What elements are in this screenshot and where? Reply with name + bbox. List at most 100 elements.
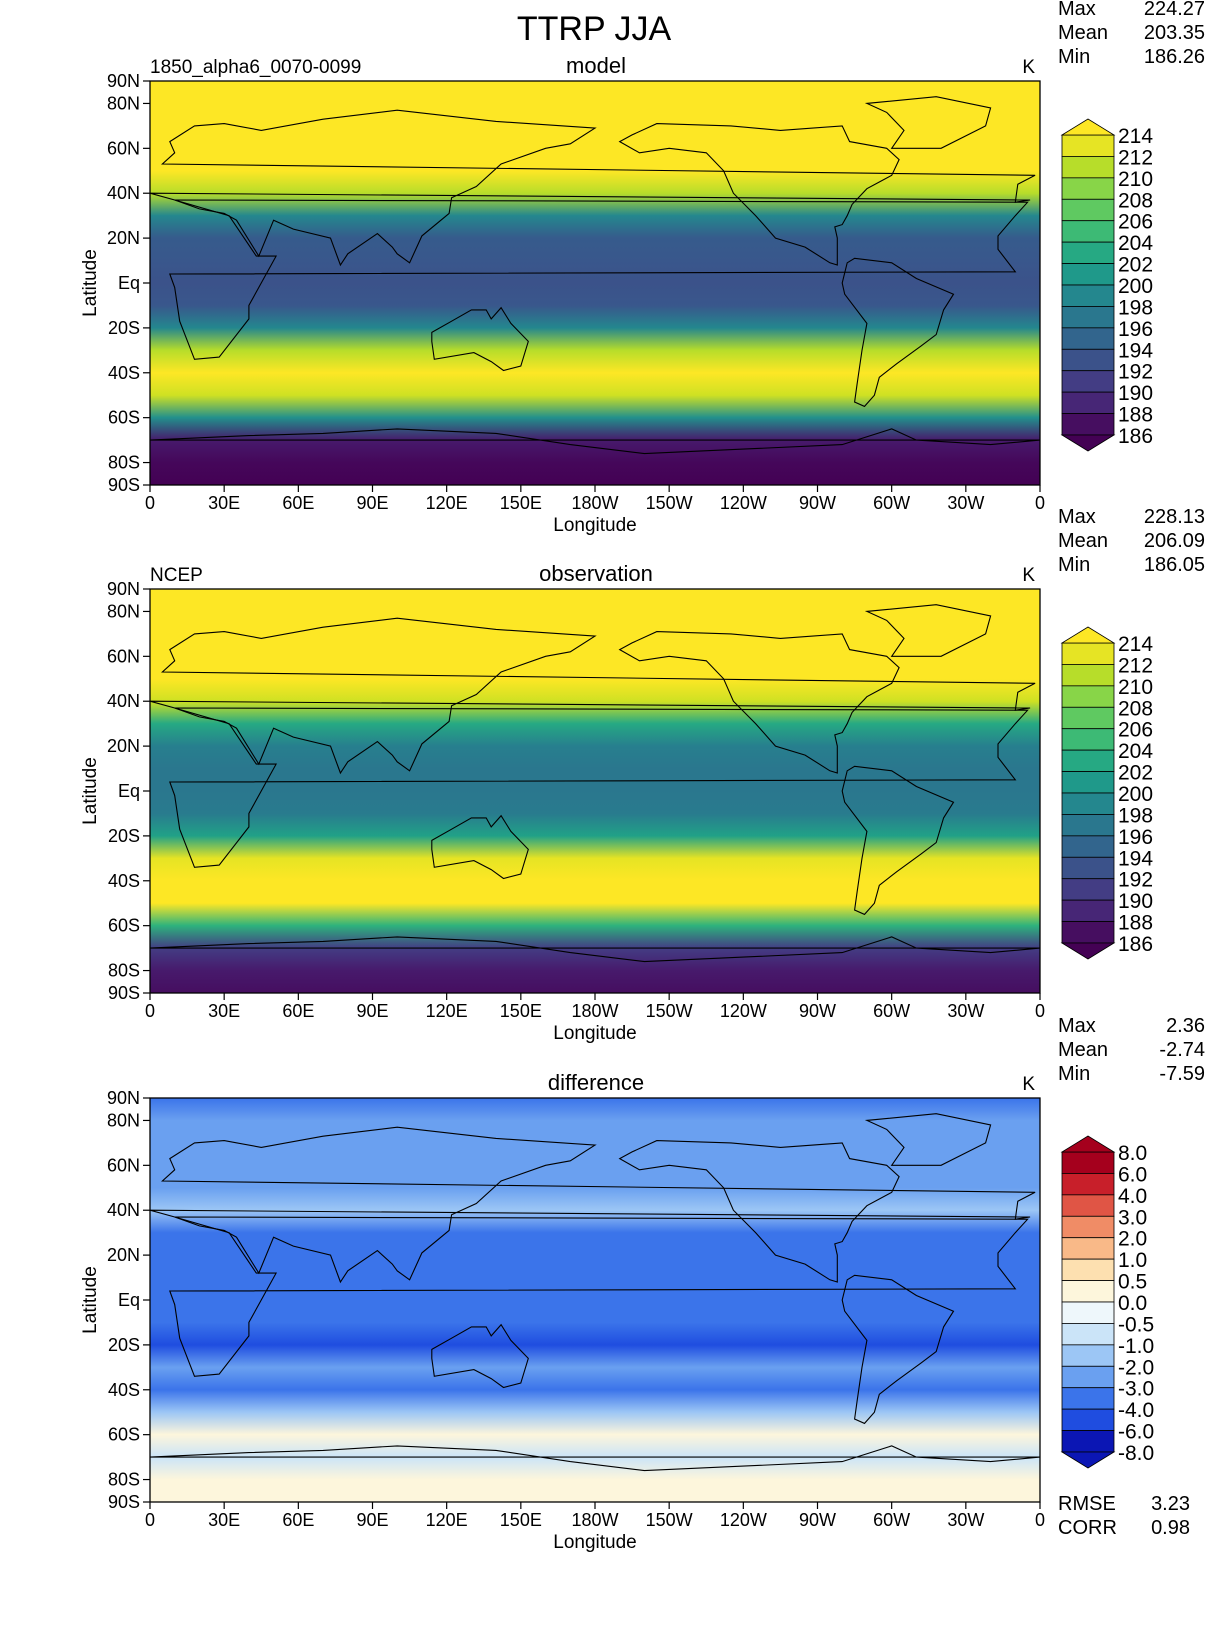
colorbar-label: 210 <box>1118 676 1153 699</box>
lat-tick-label: 40N <box>107 183 140 203</box>
stat-label-min: Min <box>1058 1063 1090 1085</box>
colorbar-label: 3.0 <box>1118 1206 1147 1229</box>
stat-label-rmse: RMSE <box>1058 1493 1116 1515</box>
colorbar-label: -1.0 <box>1118 1335 1154 1358</box>
stat-label-mean: Mean <box>1058 22 1108 44</box>
colorbar-label: 212 <box>1118 146 1153 169</box>
colorbar-label: 198 <box>1118 296 1153 319</box>
stat-label-max: Max <box>1058 0 1096 20</box>
map-field <box>150 1098 1040 1502</box>
coastline-africa <box>169 199 1029 360</box>
colorbar: 2142122102082062042022001981961941921901… <box>1060 626 1153 960</box>
coastline-antarctica <box>149 1445 1041 1472</box>
lat-tick-label: 80N <box>107 1110 140 1130</box>
lat-tick-label: 60N <box>107 646 140 666</box>
lon-tick-label: 60E <box>282 493 314 513</box>
lon-tick-label: 90W <box>799 493 836 513</box>
colorbar-label: 188 <box>1118 404 1153 427</box>
lat-tick-label: 90S <box>108 475 140 495</box>
stat-value-max: 224.27 <box>1144 0 1205 20</box>
colorbar-label: -0.5 <box>1118 1313 1154 1336</box>
lon-tick-label: 120E <box>426 1001 468 1021</box>
x-axis-label: Longitude <box>553 1532 636 1553</box>
lon-tick-label: 30W <box>947 493 984 513</box>
lon-tick-label: 90E <box>356 493 388 513</box>
panel-model: model 1850_alpha6_0070-0099 K Max 224.27 Mean… <box>80 0 1205 536</box>
coastline-australia <box>431 306 529 372</box>
lon-tick-label: 60W <box>873 1510 910 1530</box>
figure-title: TTRP JJA <box>517 10 672 48</box>
coastline-greenland <box>864 96 992 149</box>
panel-title: observation <box>539 561 653 586</box>
lon-tick-label: 120E <box>426 493 468 513</box>
coastline-north-america <box>618 631 900 774</box>
lat-tick-label: 20N <box>107 736 140 756</box>
stat-value-max: 2.36 <box>1166 1015 1205 1037</box>
lat-tick-label: 20S <box>108 1335 140 1355</box>
colorbar-label: 206 <box>1118 719 1153 742</box>
coastline-antarctica <box>149 428 1041 455</box>
lon-tick-label: 120W <box>720 1510 767 1530</box>
stat-label-mean: Mean <box>1058 1039 1108 1061</box>
colorbar-label: 8.0 <box>1118 1142 1147 1165</box>
colorbar-label: -8.0 <box>1118 1442 1154 1465</box>
colorbar-label: 192 <box>1118 869 1153 892</box>
colorbar-label: 200 <box>1118 783 1153 806</box>
lat-tick-label: 20S <box>108 826 140 846</box>
lon-tick-label: 90E <box>356 1001 388 1021</box>
lon-tick-label: 150E <box>500 1510 542 1530</box>
stat-value-mean: 206.09 <box>1144 530 1205 552</box>
colorbar-label: 186 <box>1118 425 1153 448</box>
colorbar-label: 208 <box>1118 697 1153 720</box>
colorbar: 8.06.04.03.02.01.00.50.0-0.5-1.0-2.0-3.0… <box>1060 1135 1154 1469</box>
colorbar-label: 194 <box>1118 339 1153 362</box>
stat-value-min: -7.59 <box>1159 1063 1205 1085</box>
coastline-africa <box>169 707 1029 868</box>
lat-tick-label: Eq <box>118 1290 140 1310</box>
lon-tick-label: 0 <box>1035 493 1045 513</box>
lon-tick-label: 120W <box>720 493 767 513</box>
colorbar-label: 1.0 <box>1118 1249 1147 1272</box>
stat-label-min: Min <box>1058 46 1090 68</box>
colorbar-label: 198 <box>1118 804 1153 827</box>
colorbar-label: 196 <box>1118 826 1153 849</box>
panel-units: K <box>1022 565 1035 586</box>
stat-label-mean: Mean <box>1058 530 1108 552</box>
colorbar-label: 196 <box>1118 318 1153 341</box>
colorbar-label: 6.0 <box>1118 1163 1147 1186</box>
y-axis-label: Latitude <box>80 249 101 317</box>
x-axis-label: Longitude <box>553 515 636 536</box>
lat-tick-label: 20N <box>107 228 140 248</box>
lat-tick-label: 40N <box>107 1200 140 1220</box>
coastline-africa <box>169 1216 1029 1377</box>
colorbar-label: 214 <box>1118 633 1153 656</box>
lat-tick-label: 60S <box>108 408 140 428</box>
lat-tick-label: 60S <box>108 1425 140 1445</box>
lon-tick-label: 30W <box>947 1510 984 1530</box>
colorbar-label: 4.0 <box>1118 1185 1147 1208</box>
lon-tick-label: 30E <box>208 493 240 513</box>
coastline-greenland <box>864 1113 992 1166</box>
lon-tick-label: 60W <box>873 1001 910 1021</box>
colorbar-label: 202 <box>1118 762 1153 785</box>
map-field <box>150 81 1040 485</box>
lat-tick-label: 60S <box>108 916 140 936</box>
lon-tick-label: 0 <box>145 1510 155 1530</box>
map-field <box>150 589 1040 993</box>
lon-tick-label: 150W <box>646 493 693 513</box>
stat-value-corr: 0.98 <box>1151 1517 1190 1539</box>
lat-tick-label: 20N <box>107 1245 140 1265</box>
colorbar-label: -4.0 <box>1118 1399 1154 1422</box>
lat-tick-label: 20S <box>108 318 140 338</box>
lat-tick-label: 40S <box>108 363 140 383</box>
lon-tick-label: 150W <box>646 1001 693 1021</box>
lat-tick-label: 80S <box>108 453 140 473</box>
panel-title: model <box>566 53 626 78</box>
stat-label-corr: CORR <box>1058 1517 1117 1539</box>
y-axis-label: Latitude <box>80 757 101 825</box>
lon-tick-label: 150E <box>500 1001 542 1021</box>
colorbar-label: 0.5 <box>1118 1271 1147 1294</box>
lon-tick-label: 30W <box>947 1001 984 1021</box>
panel-case-label: 1850_alpha6_0070-0099 <box>150 57 361 78</box>
